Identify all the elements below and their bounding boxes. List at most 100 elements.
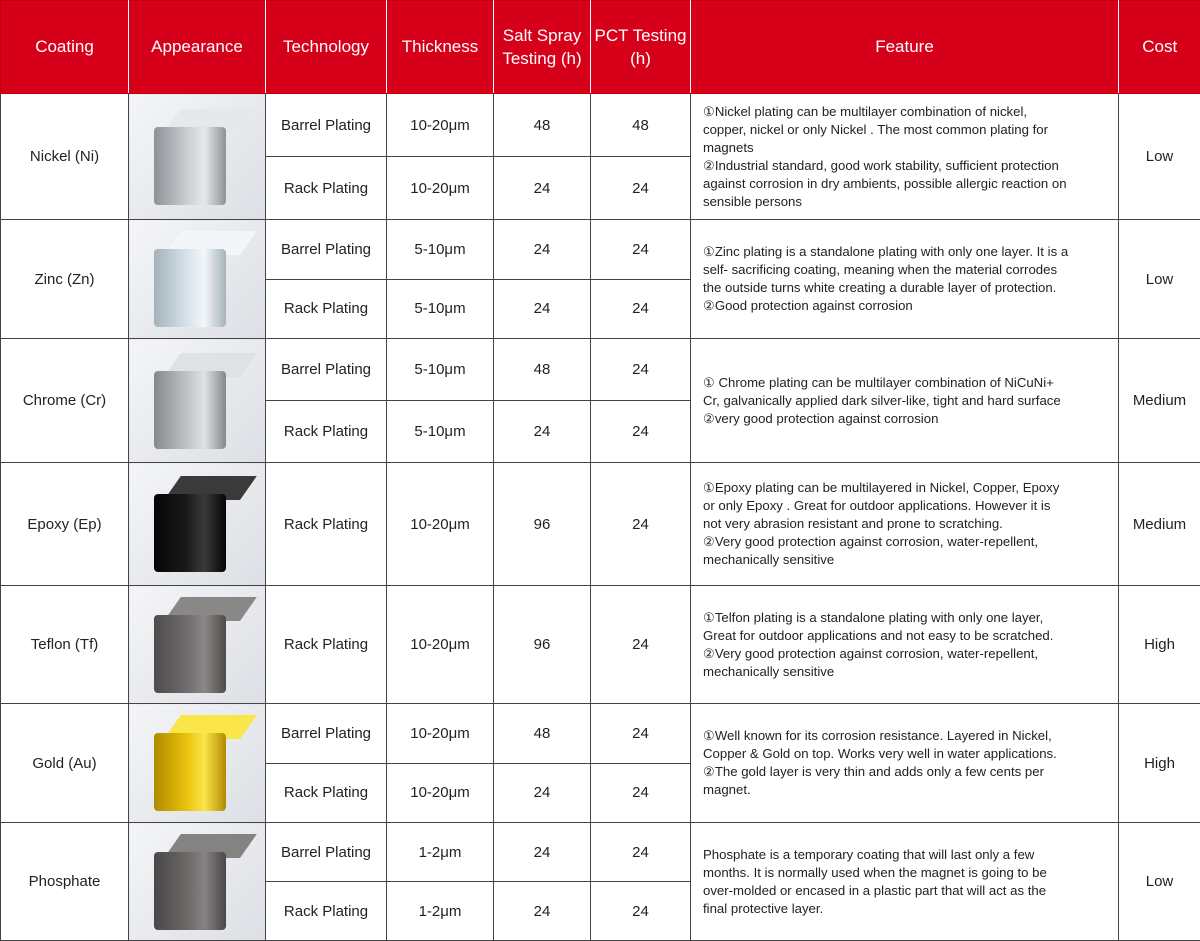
pct-hours-cell: 24 [591, 882, 691, 941]
feature-line: ①Epoxy plating can be multilayered in Ni… [703, 479, 1118, 497]
appearance-cell [129, 704, 266, 823]
magnet-cube-image [154, 476, 240, 572]
feature-line: mechanically sensitive [703, 663, 1118, 681]
coating-cell: Teflon (Tf) [1, 586, 129, 704]
thickness-cell: 5-10μm [387, 401, 494, 463]
technology-cell: Barrel Plating [266, 823, 387, 882]
technology-cell: Rack Plating [266, 401, 387, 463]
thickness-cell: 1-2μm [387, 882, 494, 941]
magnet-cube-image [154, 715, 240, 811]
column-header: Technology [266, 1, 387, 94]
pct-hours-cell: 24 [591, 704, 691, 764]
technology-cell: Barrel Plating [266, 704, 387, 764]
feature-line: ①Well known for its corrosion resistance… [703, 727, 1118, 745]
column-header: Feature [691, 1, 1119, 94]
feature-line: the outside turns white creating a durab… [703, 279, 1118, 297]
feature-line: copper, nickel or only Nickel . The most… [703, 121, 1118, 139]
pct-hours-cell: 24 [591, 586, 691, 704]
appearance-cell [129, 463, 266, 586]
feature-line: ②Very good protection against corrosion,… [703, 533, 1118, 551]
cost-cell: High [1119, 704, 1200, 823]
thickness-cell: 5-10μm [387, 339, 494, 401]
feature-line: ②very good protection against corrosion [703, 410, 1118, 428]
magnet-cube-image [154, 834, 240, 930]
column-header-label: Appearance [151, 37, 243, 56]
feature-line: ①Telfon plating is a standalone plating … [703, 609, 1118, 627]
magnet-cube-image [154, 231, 240, 327]
feature-cell: ①Telfon plating is a standalone plating … [691, 586, 1119, 704]
salt-spray-hours-cell: 24 [494, 401, 591, 463]
cost-cell: Medium [1119, 339, 1200, 463]
feature-line: ②Very good protection against corrosion,… [703, 645, 1118, 663]
column-header: Appearance [129, 1, 266, 94]
pct-hours-cell: 24 [591, 401, 691, 463]
technology-cell: Barrel Plating [266, 94, 387, 157]
feature-line: months. It is normally used when the mag… [703, 864, 1118, 882]
thickness-cell: 10-20μm [387, 94, 494, 157]
feature-line: final protective layer. [703, 900, 1118, 918]
technology-cell: Barrel Plating [266, 220, 387, 280]
technology-cell: Barrel Plating [266, 339, 387, 401]
feature-cell: ① Chrome plating can be multilayer combi… [691, 339, 1119, 463]
technology-cell: Rack Plating [266, 279, 387, 339]
feature-line: Phosphate is a temporary coating that wi… [703, 846, 1118, 864]
technology-cell: Rack Plating [266, 463, 387, 586]
feature-line: ①Zinc plating is a standalone plating wi… [703, 243, 1118, 261]
thickness-cell: 10-20μm [387, 704, 494, 764]
magnet-cube-image [154, 109, 240, 205]
column-header-label: Cost [1142, 37, 1177, 56]
pct-hours-cell: 24 [591, 157, 691, 220]
feature-cell: ①Nickel plating can be multilayer combin… [691, 94, 1119, 220]
appearance-cell [129, 586, 266, 704]
feature-line: over-molded or encased in a plastic part… [703, 882, 1118, 900]
salt-spray-hours-cell: 48 [494, 704, 591, 764]
magnet-cube-image [154, 597, 240, 693]
pct-hours-cell: 24 [591, 763, 691, 823]
thickness-cell: 10-20μm [387, 157, 494, 220]
technology-cell: Rack Plating [266, 882, 387, 941]
technology-cell: Rack Plating [266, 157, 387, 220]
cost-cell: High [1119, 586, 1200, 704]
column-header: Coating [1, 1, 129, 94]
pct-hours-cell: 24 [591, 339, 691, 401]
feature-line: Copper & Gold on top. Works very well in… [703, 745, 1118, 763]
salt-spray-hours-cell: 24 [494, 279, 591, 339]
column-header-label: Thickness [402, 37, 479, 56]
thickness-cell: 10-20μm [387, 463, 494, 586]
salt-spray-hours-cell: 24 [494, 157, 591, 220]
cost-cell: Low [1119, 220, 1200, 339]
column-header-label: Coating [35, 37, 94, 56]
column-header: Thickness [387, 1, 494, 94]
cost-cell: Low [1119, 94, 1200, 220]
salt-spray-hours-cell: 24 [494, 220, 591, 280]
salt-spray-hours-cell: 48 [494, 94, 591, 157]
coating-cell: Chrome (Cr) [1, 339, 129, 463]
feature-cell: ①Epoxy plating can be multilayered in Ni… [691, 463, 1119, 586]
salt-spray-hours-cell: 96 [494, 463, 591, 586]
feature-line: magnet. [703, 781, 1118, 799]
cost-cell: Medium [1119, 463, 1200, 586]
coating-cell: Epoxy (Ep) [1, 463, 129, 586]
thickness-cell: 10-20μm [387, 763, 494, 823]
feature-cell: Phosphate is a temporary coating that wi… [691, 823, 1119, 941]
pct-hours-cell: 24 [591, 463, 691, 586]
appearance-cell [129, 339, 266, 463]
feature-line: sensible persons [703, 193, 1118, 211]
salt-spray-hours-cell: 96 [494, 586, 591, 704]
feature-line: ① Chrome plating can be multilayer combi… [703, 374, 1118, 392]
feature-line: ②The gold layer is very thin and adds on… [703, 763, 1118, 781]
magnet-cube-image [154, 353, 240, 449]
technology-cell: Rack Plating [266, 763, 387, 823]
salt-spray-hours-cell: 48 [494, 339, 591, 401]
thickness-cell: 10-20μm [387, 586, 494, 704]
column-header: Cost [1119, 1, 1200, 94]
column-header-label: Technology [283, 37, 369, 56]
feature-line: self- sacrificing coating, meaning when … [703, 261, 1118, 279]
